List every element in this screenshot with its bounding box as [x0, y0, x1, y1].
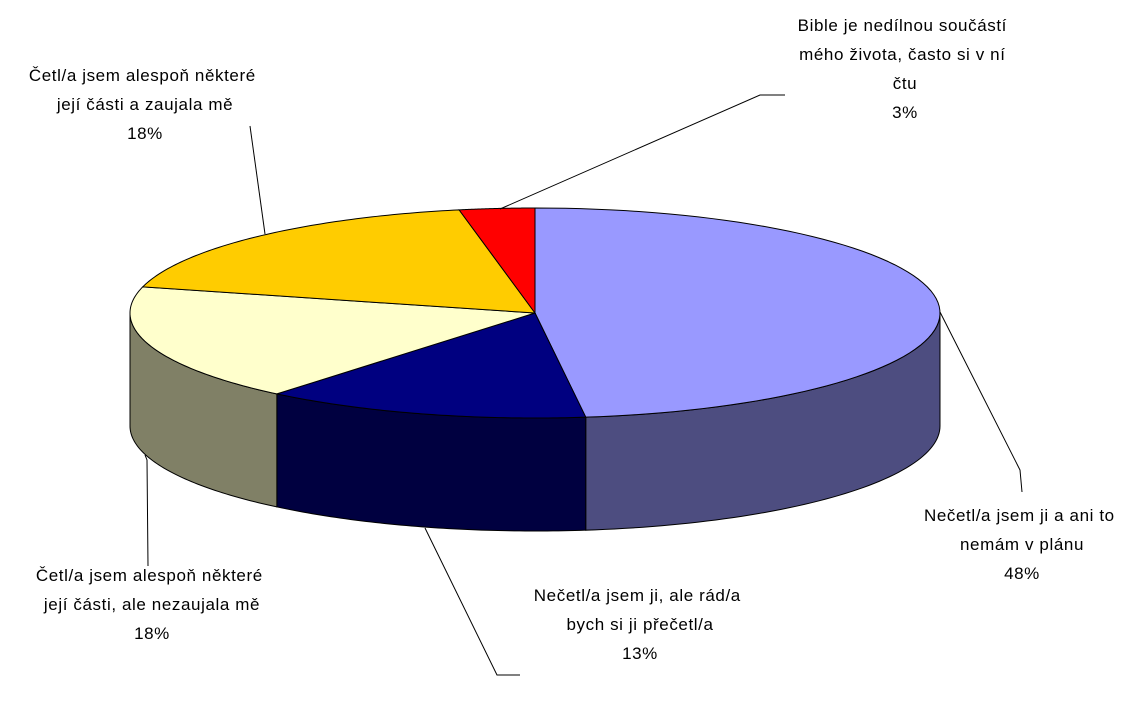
- slice-label: Nečetl/a jsem ji, ale rád/a bych si ji p…: [534, 586, 746, 634]
- label-line: nemám v plánu: [960, 535, 1084, 554]
- leader-line: [144, 454, 149, 567]
- label-line: její části, ale nezaujala mě: [43, 595, 260, 614]
- pie-slice: [129, 286, 536, 395]
- leader-line: [249, 125, 266, 235]
- leader-line: [939, 311, 1023, 493]
- slice-value-label: 3%: [892, 103, 918, 122]
- label-line: čtu: [893, 74, 917, 93]
- slice-label: Četl/a jsem alespoň některé její části, …: [36, 566, 268, 614]
- pie-slice: [141, 209, 537, 314]
- pie-top: [129, 207, 941, 419]
- slice-label: Nečetl/a jsem ji a ani to nemám v plánu: [924, 506, 1120, 554]
- label-line: Četl/a jsem alespoň některé: [29, 66, 261, 85]
- label-line: mého života, často si v ní: [799, 45, 1011, 64]
- label-line: Nečetl/a jsem ji a ani to: [924, 506, 1120, 525]
- pie-sides: [129, 312, 941, 532]
- label-line: Nečetl/a jsem ji, ale rád/a: [534, 586, 746, 605]
- slice-label: Bible je nedílnou součástí mého života, …: [798, 16, 1013, 93]
- pie-slice: [458, 207, 536, 315]
- slice-value-label: 13%: [622, 644, 658, 663]
- leader-line: [424, 527, 520, 676]
- slice-value-label: 18%: [134, 624, 170, 643]
- label-line: Četl/a jsem alespoň některé: [36, 566, 268, 585]
- label-line: Bible je nedílnou součástí: [798, 16, 1013, 35]
- leader-line: [499, 94, 785, 210]
- slice-value-label: 18%: [127, 124, 163, 143]
- label-line: bych si ji přečetl/a: [566, 615, 713, 634]
- pie-slice: [274, 312, 587, 419]
- label-line: její části a zaujala mě: [56, 95, 233, 114]
- slice-label: Četl/a jsem alespoň některé její části a…: [29, 66, 261, 114]
- pie-slice: [534, 207, 941, 418]
- slice-value-label: 48%: [1004, 564, 1040, 583]
